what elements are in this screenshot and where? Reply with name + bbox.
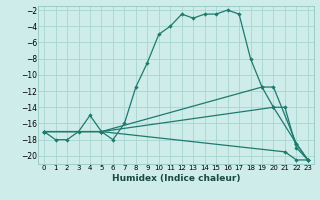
X-axis label: Humidex (Indice chaleur): Humidex (Indice chaleur): [112, 174, 240, 183]
